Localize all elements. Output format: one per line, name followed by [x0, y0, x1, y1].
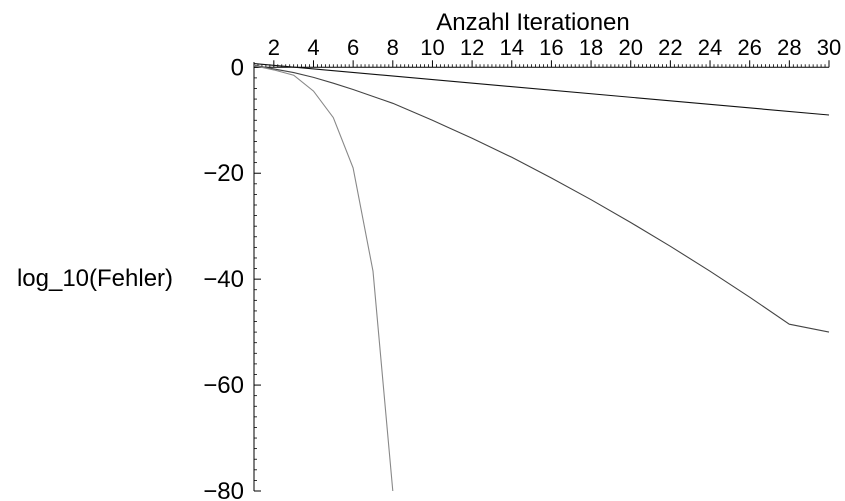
x-tick-label: 18	[579, 35, 603, 60]
y-tick-label: −60	[203, 372, 244, 399]
x-tick-label: 14	[500, 35, 524, 60]
x-tick-label: 8	[387, 35, 399, 60]
y-tick-label: 0	[231, 54, 244, 81]
series-line-3	[253, 65, 394, 492]
y-tick-label: −20	[203, 160, 244, 187]
x-tick-label: 6	[347, 35, 359, 60]
data-lines	[253, 63, 830, 492]
y-tick-label: −40	[203, 266, 244, 293]
x-tick-label: 4	[307, 35, 319, 60]
x-tick-label: 12	[460, 35, 484, 60]
x-tick-label: 22	[658, 35, 682, 60]
x-axis-title: Anzahl Iterationen	[436, 9, 629, 36]
y-tick-label: −80	[203, 478, 244, 501]
x-axis: 2 4 6 8 10 12 14 16 18 20 22 24 26 28 30	[253, 35, 841, 68]
x-tick-label: 20	[618, 35, 642, 60]
x-tick-label: 28	[777, 35, 801, 60]
y-axis: 0 −20 −40 −60 −80	[203, 54, 261, 501]
x-tick-label: 16	[539, 35, 563, 60]
x-tick-label: 30	[817, 35, 841, 60]
series-line-2	[253, 64, 830, 333]
x-tick-label: 26	[737, 35, 761, 60]
x-tick-label: 24	[698, 35, 722, 60]
x-tick-label: 10	[420, 35, 444, 60]
x-tick-label: 2	[268, 35, 280, 60]
series-line-1	[253, 63, 830, 116]
y-axis-title: log_10(Fehler)	[17, 265, 173, 292]
